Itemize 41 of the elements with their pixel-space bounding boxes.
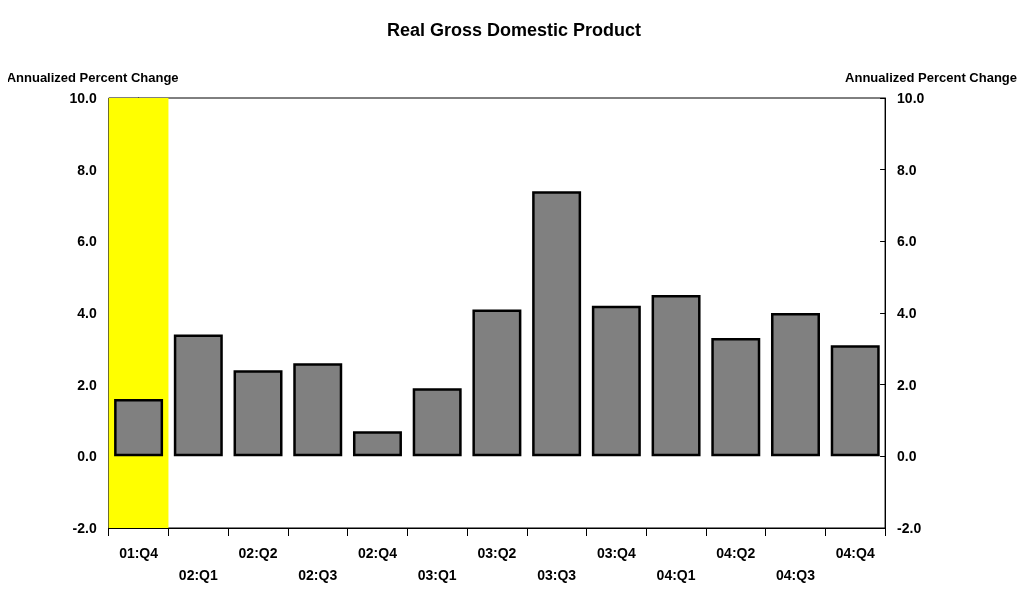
bar <box>591 305 641 457</box>
x-tick-label: 03:Q2 <box>477 545 517 561</box>
bar <box>651 295 701 457</box>
x-tick-label: 02:Q2 <box>238 545 278 561</box>
bar <box>352 431 402 457</box>
x-tick-label: 02:Q4 <box>358 545 398 561</box>
bar <box>293 363 343 457</box>
y-tick-label: 0.0 <box>77 448 97 465</box>
y2-tick-label: -2.0 <box>897 520 922 536</box>
x-tick-label: 03:Q1 <box>417 567 457 583</box>
x-tick-label: 03:Q4 <box>596 545 637 561</box>
bar <box>472 309 522 457</box>
x-tick-label: 04:Q4 <box>835 545 875 561</box>
bar <box>233 370 283 457</box>
y-tick-label: 10.0 <box>69 90 97 106</box>
x-tick-label: 03:Q3 <box>537 567 577 583</box>
x-tick-label: 01:Q4 <box>119 545 159 561</box>
x-tick-label: 04:Q1 <box>656 567 696 583</box>
bar <box>412 388 462 457</box>
y-tick-label: 8.0 <box>77 161 97 178</box>
y-tick-label: -2.0 <box>72 520 97 536</box>
bar <box>173 334 223 457</box>
x-tick-label: 02:Q3 <box>298 567 338 583</box>
y-tick-label: 2.0 <box>77 376 97 393</box>
bar <box>771 313 820 457</box>
y2-tick-label: 2.0 <box>897 376 917 393</box>
y-tick-label: 6.0 <box>77 233 97 250</box>
y2-tick-label: 6.0 <box>897 233 917 250</box>
bar <box>711 338 761 457</box>
y2-tick-label: 0.0 <box>897 448 917 465</box>
x-tick-label: 04:Q3 <box>776 567 816 583</box>
x-tick-label: 02:Q1 <box>178 567 218 583</box>
y2-axis-title: Annualized Percent Change <box>845 70 1017 85</box>
y2-tick-label: 10.0 <box>897 90 925 106</box>
bar <box>532 191 582 457</box>
x-tick-label: 04:Q2 <box>716 545 756 561</box>
bar <box>114 399 164 457</box>
y2-tick-label: 4.0 <box>897 305 917 321</box>
chart-title: Real Gross Domestic Product <box>386 20 642 40</box>
y-tick-label: 4.0 <box>77 305 97 321</box>
y2-tick-label: 8.0 <box>897 161 917 178</box>
